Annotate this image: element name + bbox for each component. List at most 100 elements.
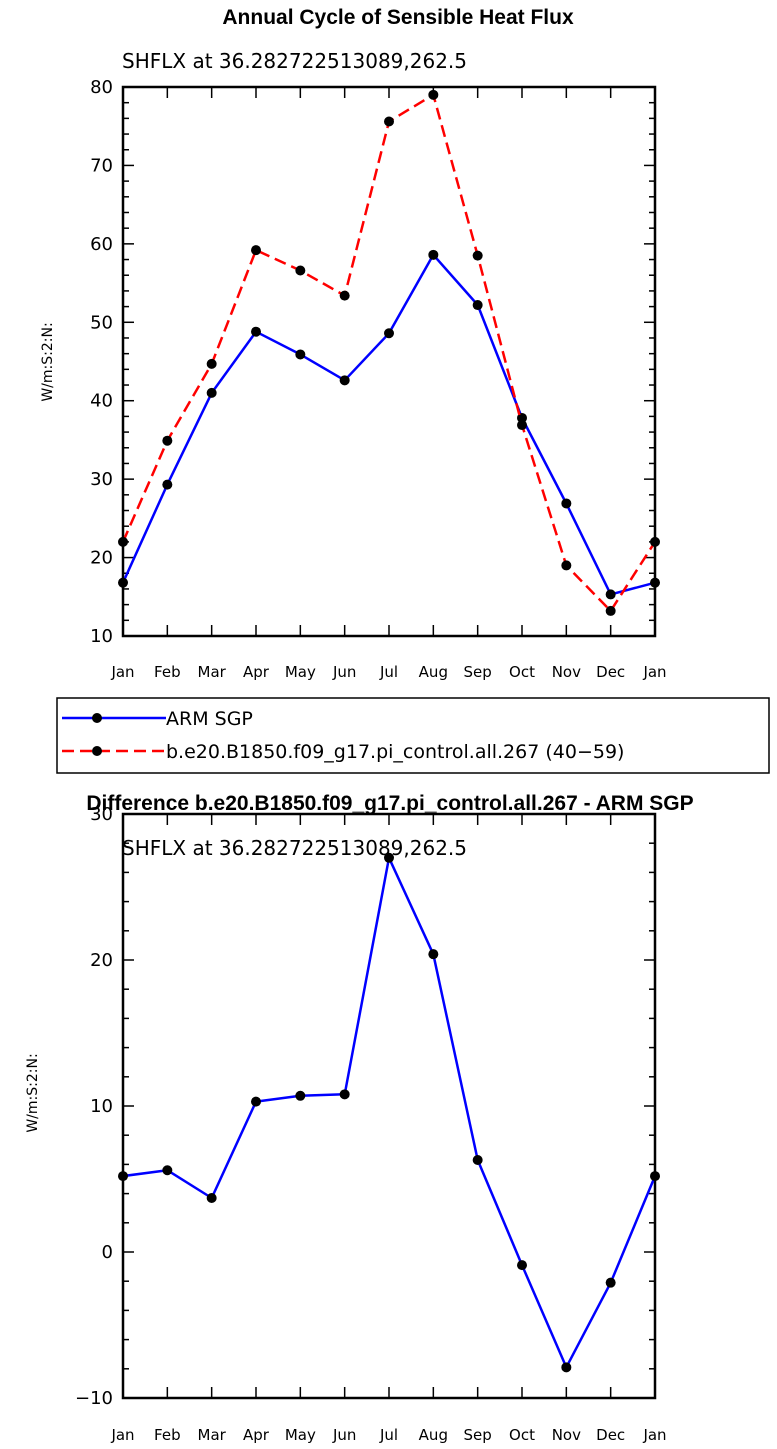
legend-label-arm-sgp: ARM SGP [166, 708, 253, 730]
plot-area: −10 0 10 20 30 Jan Feb Mar Apr May Jun Jul Aug Sep Oct… [75, 804, 667, 1444]
chart-subtitle: SHFLX at 36.282722513089,262.5 [122, 836, 467, 860]
chart-subtitle: SHFLX at 36.282722513089,262.5 [122, 49, 467, 73]
data-point-1 [384, 116, 394, 127]
data-point-0 [251, 1096, 261, 1107]
plot-frame [121, 812, 657, 1400]
data-point-0 [517, 412, 527, 423]
y-tick-label: 10 [90, 1096, 113, 1117]
series-line-0 [122, 856, 657, 1369]
data-point-0 [206, 1192, 217, 1203]
x-tick-label: Apr [243, 1426, 270, 1444]
data-point-1 [472, 250, 483, 261]
legend-label-model: b.e20.B1850.f09_g17.pi_control.all.267 (… [166, 741, 624, 763]
plot-area: 10 20 30 40 50 60 70 80 Jan Feb Mar Apr May Jun Jul Aug… [90, 77, 666, 681]
data-point-0 [650, 1171, 660, 1182]
x-tick-label: Dec [596, 663, 625, 681]
data-point-0 [339, 375, 350, 386]
x-tick-label: Dec [596, 1426, 625, 1444]
x-tick-label: Jul [379, 663, 398, 681]
x-tick-label: Sep [464, 663, 492, 681]
data-point-0 [162, 479, 173, 490]
y-tick-label: 20 [90, 548, 113, 569]
x-tick-label: Mar [198, 663, 227, 681]
data-point-0 [428, 249, 439, 260]
legend-marker-model [92, 746, 102, 756]
data-point-1 [118, 536, 128, 547]
data-point-0 [384, 852, 394, 863]
x-tick-label: Nov [552, 663, 581, 681]
x-tick-label: Nov [552, 1426, 581, 1444]
y-axis-label: W/m:S:2:N: [40, 322, 56, 401]
annual-cycle-panel: Annual Cycle of Sensible Heat Flux SHFLX… [40, 6, 667, 681]
data-point-1 [162, 435, 173, 446]
x-tick-label: Jan [110, 663, 134, 681]
data-point-1 [295, 265, 306, 276]
x-tick-label: Aug [419, 1426, 448, 1444]
y-axis-label: W/m:S:2:N: [25, 1053, 41, 1132]
x-tick-label: Oct [509, 1426, 535, 1444]
series-line-1 [121, 93, 657, 613]
data-point-0 [251, 326, 261, 337]
legend-marker-arm-sgp [92, 713, 102, 723]
data-point-1 [517, 420, 527, 431]
x-tick-label: Jan [110, 1426, 134, 1444]
x-tick-label: May [285, 663, 316, 681]
data-point-1 [339, 290, 350, 301]
x-tick-label: Jun [332, 663, 356, 681]
x-tick-label: Jun [332, 1426, 356, 1444]
x-tick-label: Aug [419, 663, 448, 681]
chart-title: Annual Cycle of Sensible Heat Flux [222, 6, 574, 29]
y-tick-label: 30 [90, 469, 113, 490]
y-tick-label: 20 [90, 950, 113, 971]
data-point-1 [561, 560, 572, 571]
data-point-0 [206, 387, 217, 398]
y-tick-label: −10 [75, 1388, 113, 1409]
series-line-0 [121, 253, 656, 596]
data-point-1 [650, 536, 660, 547]
x-tick-label: Apr [243, 663, 270, 681]
data-point-0 [561, 1362, 572, 1373]
data-point-0 [472, 1155, 483, 1166]
x-tick-label: Mar [198, 1426, 227, 1444]
y-tick-label: 70 [90, 155, 113, 176]
y-tick-label: 80 [90, 77, 113, 98]
x-tick-label: Feb [154, 663, 181, 681]
difference-panel: Difference b.e20.B1850.f09_g17.pi_contro… [25, 792, 694, 1444]
plot-frame [121, 85, 657, 638]
legend-box [56, 697, 770, 774]
x-tick-label: Feb [154, 1426, 181, 1444]
data-point-0 [517, 1260, 527, 1271]
y-tick-label: 0 [102, 1242, 113, 1263]
data-point-0 [162, 1165, 173, 1176]
x-tick-label: Jul [379, 1426, 398, 1444]
data-point-1 [605, 605, 616, 616]
y-tick-label: 60 [90, 234, 113, 255]
x-tick-label: Sep [464, 1426, 492, 1444]
y-tick-label: 50 [90, 312, 113, 333]
x-tick-label: Jan [642, 1426, 666, 1444]
data-point-0 [650, 577, 660, 588]
legend: ARM SGP b.e20.B1850.f09_g17.pi_control.a… [56, 697, 770, 774]
y-tick-label: 10 [90, 626, 113, 647]
data-point-0 [472, 300, 483, 311]
y-tick-label: 30 [90, 804, 113, 825]
data-point-1 [206, 358, 217, 369]
data-point-0 [561, 498, 572, 509]
data-point-0 [295, 1090, 306, 1101]
chart-title: Difference b.e20.B1850.f09_g17.pi_contro… [86, 792, 693, 815]
data-point-0 [605, 1277, 616, 1288]
data-point-0 [428, 949, 439, 960]
data-point-0 [384, 328, 394, 339]
data-point-1 [251, 245, 261, 256]
x-tick-label: Oct [509, 663, 535, 681]
data-point-0 [605, 589, 616, 600]
data-point-0 [118, 1171, 128, 1182]
data-point-0 [339, 1089, 350, 1100]
data-point-0 [295, 349, 306, 360]
x-tick-label: May [285, 1426, 316, 1444]
x-tick-label: Jan [642, 663, 666, 681]
y-tick-label: 40 [90, 391, 113, 412]
data-point-1 [428, 89, 439, 100]
data-point-0 [118, 577, 128, 588]
